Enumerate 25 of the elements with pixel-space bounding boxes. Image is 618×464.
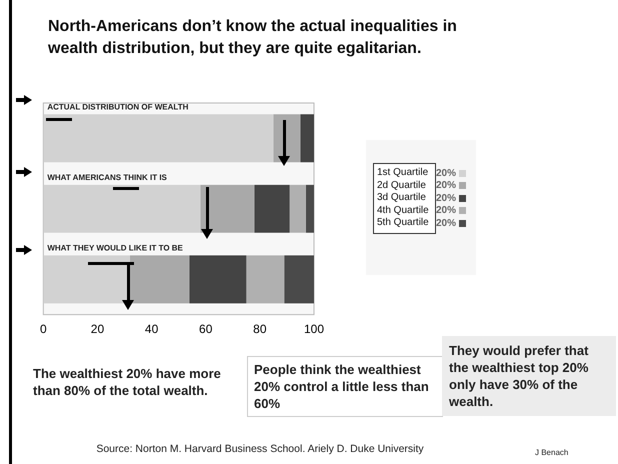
- x-tick-label: 60: [199, 322, 213, 336]
- x-tick-label: 40: [144, 322, 159, 336]
- text: 4th Quartile: [377, 204, 429, 217]
- y-tick-label: WHAT THEY WOULD LIKE IT TO BE: [47, 244, 184, 253]
- x-tick-label: 20: [90, 322, 104, 336]
- text: 1st Quartile: [377, 167, 429, 180]
- x-tick-label: 100: [304, 322, 324, 336]
- text: 20%: [436, 192, 456, 204]
- text: 2d Quartile: [377, 180, 427, 192]
- text: 20%: [436, 168, 456, 179]
- text: 20%: [436, 180, 456, 192]
- chart-title: North-Americans don’t know the actual inequalities in wealth distribution, but they are quite egalitarian.: [48, 17, 458, 59]
- text: The wealthiest 20% have more than 80% of the total wealth.: [33, 365, 222, 399]
- x-tick-label: 80: [253, 322, 267, 336]
- x-tick-label: 0: [40, 322, 47, 336]
- y-tick-label: ACTUAL DISTRIBUTION OF WEALTH: [47, 102, 189, 112]
- text: 5th Quartile: [377, 217, 429, 230]
- text: People think the wealthiest 20% control a little less than 60%: [247, 356, 443, 417]
- text: 3d Quartile: [377, 192, 427, 204]
- text: 20%: [436, 218, 456, 229]
- text: J Benach: [535, 448, 568, 457]
- text: They would prefer that the wealthiest top 20% only have 30% of the wealth.: [442, 336, 616, 416]
- source-note: Source: Norton M. Harvard Business School. Ariely D. Duke University: [95, 443, 425, 455]
- y-tick-label: WHAT AMERICANS THINK IT IS: [47, 173, 168, 182]
- text: 20%: [436, 205, 456, 216]
